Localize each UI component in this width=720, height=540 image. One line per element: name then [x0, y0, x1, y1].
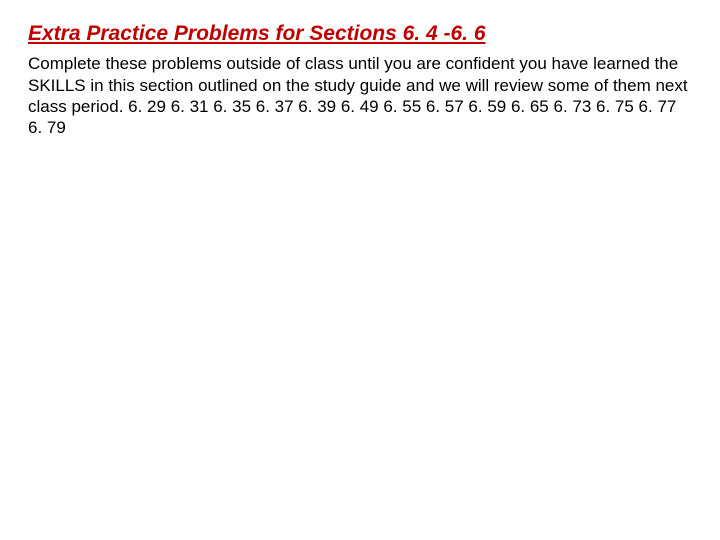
slide-title: Extra Practice Problems for Sections 6. … — [28, 20, 692, 47]
slide-page: Extra Practice Problems for Sections 6. … — [0, 0, 720, 138]
slide-body: Complete these problems outside of class… — [28, 53, 692, 138]
